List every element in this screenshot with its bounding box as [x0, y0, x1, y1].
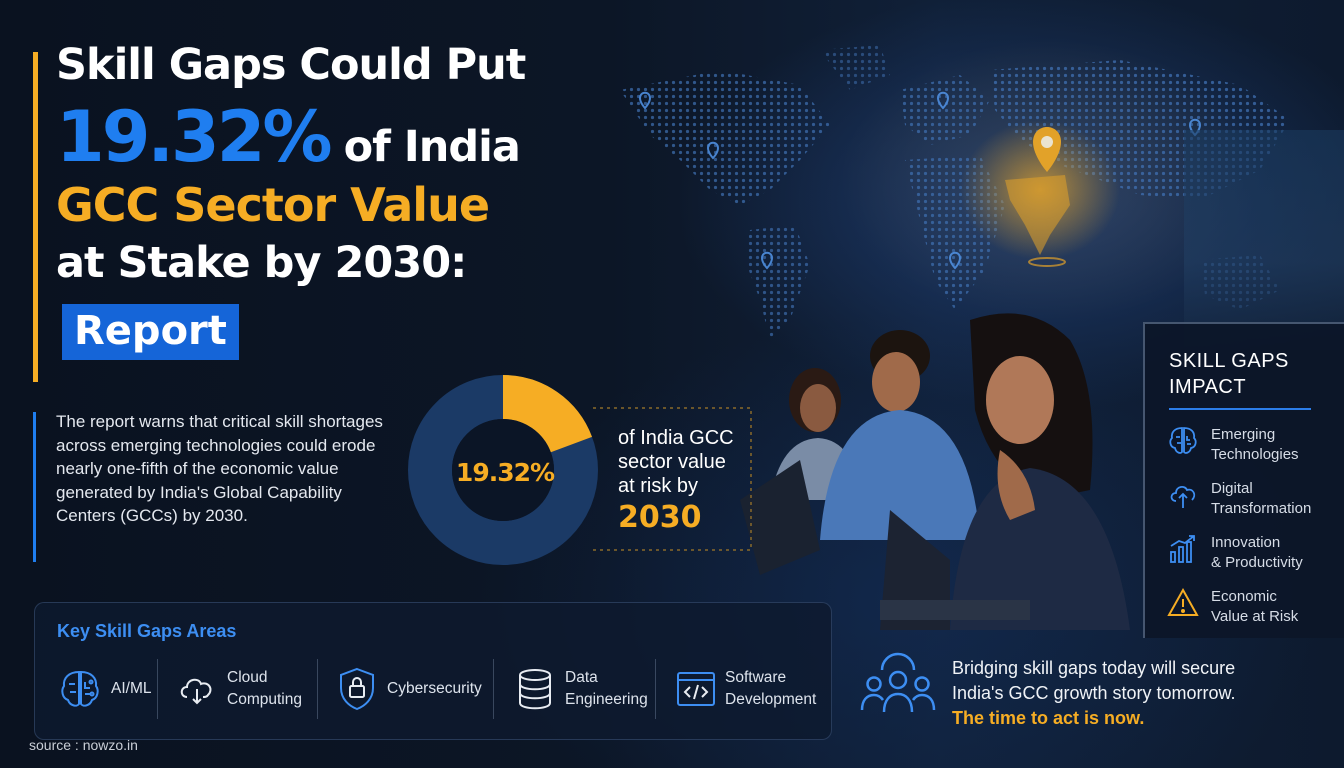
- skill-cloud-computing: Cloud Computing: [175, 659, 302, 719]
- bar-chart-icon: [1170, 535, 1195, 563]
- impact-label: Economic Value at Risk: [1211, 588, 1299, 625]
- headline-line-2: 19.32% of India: [56, 102, 616, 182]
- skill-data-engineering: Data Engineering: [513, 659, 648, 719]
- impact-label: Digital Transformation: [1211, 480, 1312, 517]
- brain-icon: [1169, 427, 1197, 454]
- impact-title: SKILL GAPS IMPACT: [1169, 350, 1289, 398]
- office-workers-illustration: [740, 313, 1130, 630]
- impact-label: Emerging Technologies: [1211, 426, 1299, 463]
- closing-message: Bridging skill gaps today will secure In…: [952, 656, 1282, 731]
- key-skills-panel: Key Skill Gaps Areas AI/ML Cloud Computin…: [34, 602, 832, 740]
- headline-line-2-rest: of India: [343, 122, 521, 172]
- risk-year: 2030: [618, 500, 702, 535]
- report-badge: Report: [62, 304, 239, 360]
- skill-divider: [493, 659, 494, 719]
- warning-icon: [1167, 587, 1199, 616]
- headline-line-3: GCC Sector Value: [56, 178, 490, 232]
- cloud-upload-icon: [1170, 486, 1196, 508]
- impact-item-economic-value: Economic Value at Risk: [1167, 586, 1298, 627]
- impact-item-emerging-technologies: Emerging Technologies: [1167, 424, 1299, 465]
- skill-divider: [655, 659, 656, 719]
- skill-gaps-impact-panel: SKILL GAPS IMPACT Emerging Technologies Di…: [1143, 322, 1344, 638]
- skill-ai-ml: AI/ML: [57, 659, 151, 719]
- code-window-icon: [677, 672, 715, 706]
- headline-accent-bar: [33, 52, 38, 382]
- skill-label: Cybersecurity: [387, 680, 482, 697]
- skill-label: Cloud Computing: [227, 669, 302, 708]
- headline-percent: 19.32%: [56, 96, 333, 178]
- closing-call-to-action: The time to act is now.: [952, 708, 1145, 728]
- closing-line-2: India's GCC growth story tomorrow.: [952, 683, 1236, 703]
- headline: Skill Gaps Could Put 19.32% of India GCC…: [56, 44, 616, 360]
- skill-software-development: Software Development: [675, 659, 816, 719]
- skill-label: Data Engineering: [565, 669, 648, 708]
- map-pin-icon: [1028, 127, 1066, 267]
- database-icon: [519, 669, 551, 710]
- impact-item-digital-transformation: Digital Transformation: [1167, 478, 1311, 519]
- office-window: [1184, 130, 1344, 350]
- donut-highlight-arc: [408, 375, 598, 565]
- source-credit: source : nowzo.in: [29, 737, 138, 753]
- closing-line-1: Bridging skill gaps today will secure: [952, 658, 1236, 678]
- team-icon: [860, 652, 936, 713]
- shield-lock-icon: [340, 667, 374, 711]
- donut-value-label: 19.32%: [455, 458, 555, 487]
- risk-callout-frame: [593, 407, 752, 551]
- risk-donut-chart: [408, 375, 598, 565]
- skill-label: Software Development: [725, 669, 817, 708]
- key-skills-title: Key Skill Gaps Areas: [57, 621, 237, 641]
- impact-item-innovation-productivity: Innovation & Productivity: [1167, 532, 1303, 573]
- skill-divider: [157, 659, 158, 719]
- impact-label: Innovation & Productivity: [1211, 534, 1303, 571]
- skill-cybersecurity: Cybersecurity: [335, 659, 482, 719]
- description-text: The report warns that critical skill sho…: [56, 412, 383, 525]
- skill-divider: [317, 659, 318, 719]
- skill-label: AI/ML: [111, 680, 152, 697]
- brain-circuit-icon: [61, 670, 99, 707]
- headline-line-4: at Stake by 2030:: [56, 238, 467, 288]
- impact-divider: [1169, 408, 1311, 410]
- headline-line-1: Skill Gaps Could Put: [56, 40, 526, 90]
- risk-description: of India GCC sector value at risk by: [618, 427, 734, 497]
- description-accent-bar: [33, 412, 36, 562]
- cloud-icon: [180, 678, 212, 705]
